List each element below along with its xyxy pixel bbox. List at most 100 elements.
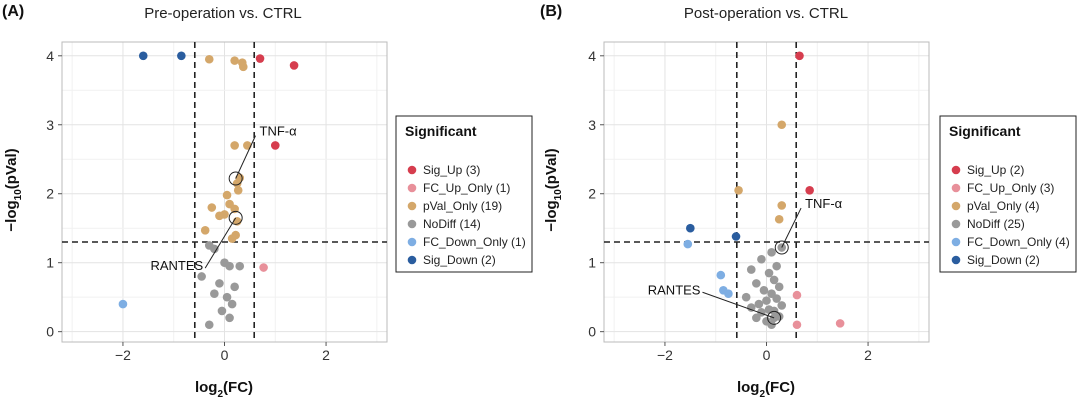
legend-swatch [951, 237, 961, 247]
y-axis-title: −log10(pVal) [543, 148, 564, 231]
x-tick-label: 2 [864, 347, 872, 363]
data-point-pval-only [734, 185, 743, 195]
data-point-sig-up [805, 185, 814, 195]
data-point-nodiff [772, 261, 781, 271]
data-point-pval-only [777, 120, 787, 130]
data-point-nodiff [222, 292, 232, 302]
chart-title: Pre-operation vs. CTRL [144, 5, 302, 22]
legend-swatch [407, 237, 417, 247]
legend-entry: NoDiff (25) [967, 217, 1025, 231]
data-point-pval-only [233, 185, 243, 195]
y-tick-label: 3 [46, 117, 54, 133]
data-point-nodiff [204, 320, 214, 330]
legend-entry: FC_Up_Only (1) [423, 181, 510, 195]
y-tick-label: 2 [588, 186, 596, 202]
highlight-ring [228, 171, 243, 186]
panel-label: (A) [2, 3, 24, 20]
data-point-pval-only [235, 173, 245, 183]
data-point-nodiff [767, 248, 776, 257]
data-point-sig-down [138, 51, 148, 61]
legend-entry: pVal_Only (19) [423, 199, 502, 213]
plot-area: −2 0 2 0 1 2 3 4 TNF-α RANTES [588, 41, 930, 363]
plot-area: −2 0 2 0 1 2 3 4 TNF-α RANTES [46, 41, 388, 363]
data-point-nodiff [225, 313, 234, 323]
data-point-nodiff [752, 279, 761, 288]
annotation-leader [235, 135, 256, 179]
data-point-pval-only [243, 141, 252, 150]
legend-swatch [951, 255, 961, 265]
chart-title: Post-operation vs. CTRL [684, 5, 848, 22]
legend-swatch [407, 183, 417, 193]
legend-swatch [951, 201, 961, 211]
data-point-nodiff [215, 279, 224, 288]
data-point-nodiff [777, 301, 787, 310]
data-point-fc-down-only [716, 270, 726, 280]
data-point-sig-up [289, 61, 299, 70]
data-point-pval-only [774, 214, 784, 224]
legend-swatch [407, 165, 417, 175]
annotation-leader [204, 217, 237, 269]
legend-swatch [407, 255, 417, 265]
highlight-ring [774, 240, 789, 255]
data-point-nodiff [217, 306, 227, 316]
legend-swatch [951, 165, 961, 175]
data-point-pval-only [227, 234, 237, 243]
panel-pre-operation: (A) Pre-operation vs. CTRL −2 0 2 0 1 2 3 4 TNF-… [2, 3, 533, 400]
data-point-pval-only [777, 201, 787, 210]
x-tick-label: 0 [763, 347, 771, 363]
y-tick-label: 3 [588, 117, 596, 133]
data-point-nodiff [772, 294, 781, 303]
data-point-pval-only [238, 62, 248, 72]
y-tick-label: 4 [588, 48, 596, 64]
y-tick-label: 1 [46, 255, 54, 271]
x-axis-title: log2(FC) [195, 379, 253, 400]
legend: Significant Sig_Up (3) FC_Up_Only (1) pVal_… [395, 115, 533, 273]
data-point-pval-only [207, 203, 217, 212]
legend-swatch [951, 219, 961, 229]
data-point-sig-up [255, 54, 265, 63]
data-point-pval-only [230, 141, 239, 150]
y-tick-label: 2 [46, 186, 54, 202]
data-point-pval-only [215, 211, 224, 221]
annotation-leader [781, 207, 802, 248]
panel-post-operation: (B) Post-operation vs. CTRL −2 0 2 0 1 2 3 4 TNF… [540, 3, 1077, 400]
y-axis-title: −log10(pVal) [3, 148, 24, 231]
y-tick-label: 0 [588, 324, 596, 340]
data-point-nodiff [752, 313, 761, 323]
data-point-pval-only [230, 56, 239, 65]
x-axis-title: log2(FC) [737, 379, 795, 400]
data-point-nodiff [227, 299, 237, 309]
data-point-sig-down [686, 223, 695, 233]
data-point-fc-up-only [792, 320, 802, 330]
legend-entry: NoDiff (14) [423, 217, 481, 231]
legend-swatch [407, 219, 417, 229]
data-point-fc-up-only [835, 319, 845, 328]
data-point-nodiff [197, 272, 206, 281]
panel-label: (B) [540, 3, 562, 20]
annotation-leader [702, 291, 775, 319]
data-point-sig-up [270, 141, 280, 150]
data-point-sig-up [795, 51, 804, 61]
data-point-nodiff [225, 261, 234, 271]
data-point-fc-down-only [683, 239, 693, 249]
x-tick-label: 2 [322, 347, 330, 363]
data-point-nodiff [769, 275, 779, 285]
legend-entry: Sig_Up (2) [967, 163, 1024, 177]
data-point-nodiff [210, 289, 219, 299]
data-point-nodiff [757, 254, 766, 264]
y-tick-label: 0 [46, 324, 54, 340]
legend-entry: FC_Up_Only (3) [967, 181, 1054, 195]
highlight-ring [767, 310, 782, 325]
data-point-nodiff [774, 282, 784, 292]
annotation-label: RANTES [150, 258, 203, 273]
legend-title: Significant [949, 123, 1021, 139]
data-point-pval-only [200, 225, 210, 235]
data-point-nodiff [746, 265, 756, 274]
legend-entry: pVal_Only (4) [967, 199, 1039, 213]
legend-title: Significant [405, 123, 477, 139]
legend-entry: Sig_Up (3) [423, 163, 480, 177]
data-point-sig-down [177, 51, 186, 61]
legend-entry: Sig_Down (2) [967, 253, 1040, 267]
x-tick-label: −2 [115, 347, 131, 363]
